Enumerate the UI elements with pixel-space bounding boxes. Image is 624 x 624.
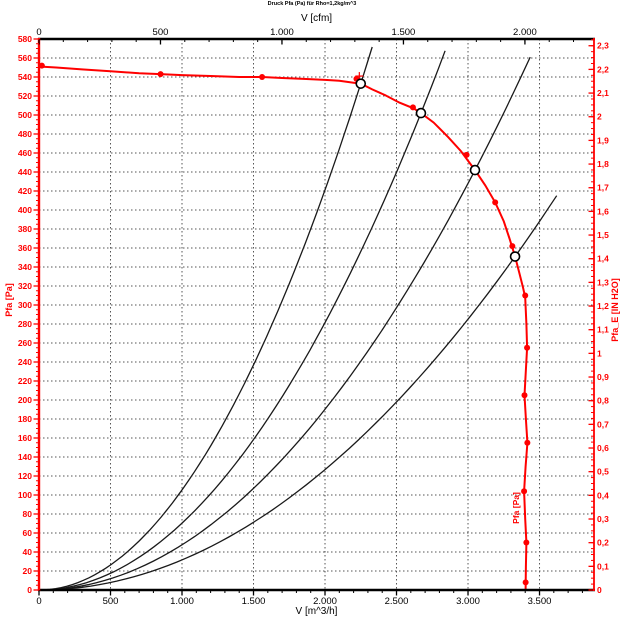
left-tick-label: 140 [18, 452, 32, 462]
top-tick-label: 1.500 [392, 27, 416, 38]
fan-curve-point [521, 392, 528, 399]
system-resistance-curve [38, 56, 531, 591]
left-tick-label: 580 [18, 34, 32, 44]
right-tick-label: 0,1 [597, 561, 609, 571]
left-tick-label: 20 [23, 566, 33, 576]
bottom-tick-label: 0 [36, 596, 41, 607]
left-tick-label: 320 [18, 281, 32, 291]
right-tick-label: 1,8 [597, 159, 609, 169]
left-tick-label: 560 [18, 53, 32, 63]
top-tick-label: 1.000 [270, 27, 294, 38]
top-tick-label: 500 [153, 27, 169, 38]
fan-curve-point [492, 199, 499, 206]
left-tick-label: 120 [18, 471, 32, 481]
bottom-tick-label: 3.000 [456, 596, 480, 607]
right-tick-label: 1,7 [597, 183, 609, 193]
right-tick-label: 1,3 [597, 277, 609, 287]
fan-curve-point [522, 292, 529, 299]
bottom-axis-title: V [m^3/h] [295, 606, 338, 617]
left-tick-label: 100 [18, 490, 32, 500]
right-tick-label: 0,6 [597, 443, 609, 453]
bottom-tick-label: 2.500 [385, 596, 409, 607]
right-tick-label: 1 [597, 348, 602, 358]
left-tick-label: 240 [18, 357, 32, 367]
fan-curve-point [524, 344, 531, 351]
left-tick-label: 280 [18, 319, 32, 329]
right-tick-label: 0,7 [597, 419, 609, 429]
left-tick-label: 440 [18, 167, 32, 177]
top-axis-title: V [cfm] [300, 13, 333, 24]
left-tick-label: 480 [18, 129, 32, 139]
left-tick-label: 260 [18, 338, 32, 348]
right-tick-label: 0,9 [597, 372, 609, 382]
right-tick-label: 1,2 [597, 301, 609, 311]
left-tick-label: 300 [18, 300, 32, 310]
system-resistance-curve [38, 46, 373, 591]
operating-point-circle [415, 107, 427, 119]
fan-curve-point [409, 104, 416, 111]
left-tick-label: 40 [23, 547, 33, 557]
right-tick-label: 1,5 [597, 230, 609, 240]
right-tick-label: 2 [597, 112, 602, 122]
right-tick-label: 0,3 [597, 514, 609, 524]
bottom-tick-label: 500 [103, 596, 119, 607]
bottom-tick-label: 2.000 [313, 596, 337, 607]
left-tick-label: 540 [18, 72, 32, 82]
right-tick-label: 0,8 [597, 396, 609, 406]
top-tick-label: 0 [36, 27, 41, 38]
bottom-tick-label: 1.500 [242, 596, 266, 607]
fan-curve-point [259, 74, 266, 80]
right-tick-label: 1,9 [597, 135, 609, 145]
bottom-tick-label: 1.000 [170, 596, 194, 607]
left-tick-label: 420 [18, 186, 32, 196]
fan-curve-point [38, 62, 45, 69]
chart-title: Druck Pfa (Pa) für Rho=1,2kg/m^3 [267, 1, 357, 7]
left-tick-label: 340 [18, 262, 32, 272]
left-tick-label: 500 [18, 110, 32, 120]
right-tick-label: 0,5 [597, 467, 609, 477]
left-tick-label: 200 [18, 395, 32, 405]
left-tick-label: 520 [18, 91, 32, 101]
right-tick-label: 2,2 [597, 64, 609, 74]
right-tick-label: 0,4 [597, 490, 609, 500]
fan-curve-point [524, 439, 531, 446]
left-tick-label: 180 [18, 414, 32, 424]
fan-curve-point [521, 488, 528, 495]
left-tick-label: 220 [18, 376, 32, 386]
left-tick-label: 0 [27, 585, 32, 595]
left-tick-label: 460 [18, 148, 32, 158]
right-tick-label: 1,6 [597, 206, 609, 216]
fan-curve-label: Pfa [Pa] [511, 492, 521, 524]
left-tick-label: 80 [23, 509, 33, 519]
fan-curve-point [523, 539, 530, 546]
left-tick-label: 400 [18, 205, 32, 215]
left-tick-label: 60 [23, 528, 33, 538]
right-tick-label: 0 [597, 585, 602, 595]
right-axis-title: Pfa_E [IN H2O] [610, 278, 620, 342]
top-tick-label: 2.000 [513, 27, 537, 38]
left-axis-title: Pfa [Pa] [4, 283, 14, 317]
operating-point-circle [469, 164, 481, 176]
right-tick-label: 0,2 [597, 538, 609, 548]
left-tick-label: 380 [18, 224, 32, 234]
fan-curve [38, 65, 529, 591]
fan-curve-point [509, 243, 516, 250]
system-resistance-curve [38, 50, 446, 591]
left-tick-label: 360 [18, 243, 32, 253]
bottom-tick-label: 3.500 [528, 596, 552, 607]
fan-curve-point [463, 151, 470, 158]
fan-curve-point [157, 71, 164, 78]
right-tick-label: 1,4 [597, 254, 609, 264]
right-tick-label: 2,1 [597, 88, 609, 98]
left-tick-label: 160 [18, 433, 32, 443]
operating-point-circle [509, 251, 521, 262]
operating-point-circle [355, 78, 367, 89]
right-tick-label: 2,3 [597, 41, 609, 51]
right-tick-label: 1,1 [597, 325, 609, 335]
system-resistance-curve [38, 195, 558, 591]
fan-curve-point [522, 579, 529, 586]
